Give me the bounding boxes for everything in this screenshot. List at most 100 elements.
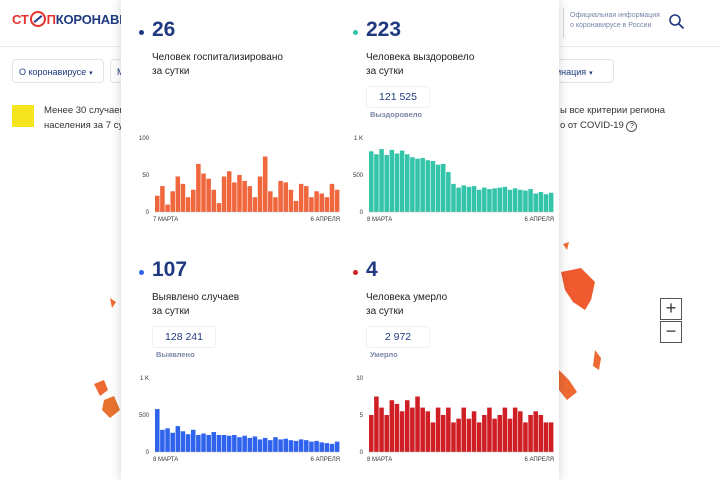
cases-bar [170,432,175,452]
hosp-bar [288,189,294,212]
hosp-bar [206,178,211,212]
cases-bar [278,439,283,452]
recov-bar [435,164,441,212]
deaths-bar [518,411,523,452]
cases-bar [288,440,294,452]
zoom-in-button[interactable]: + [660,298,682,320]
nav-about-dropdown[interactable]: О коронавирусе ▾ [12,59,104,83]
deaths-desc: Человека умерло за сутки [366,291,546,319]
hosp-bar [185,197,191,212]
hosp-bar [180,183,186,212]
recov-bar [451,183,456,212]
y-tick-label: 1 K [354,136,363,142]
y-tick-label: 100 [139,136,150,142]
logo-text-p: П [46,12,56,27]
cases-bar [180,431,186,452]
deaths-value: 4 [366,258,378,281]
legend-line-1: Менее 30 случаев [44,105,124,116]
hospitalized-chart[interactable]: 100 50 07 МАРТА 6 АПРЕЛЯ [135,130,345,225]
deaths-bar [456,418,461,452]
y-tick-label: 5 [360,413,364,419]
y-tick-label: 50 [142,173,149,179]
hosp-bar [262,156,268,212]
header-divider [563,8,564,38]
deaths-bar [384,415,389,452]
deaths-bar [389,400,395,452]
hospitalized-desc-line1: Человек госпитализировано [152,52,283,63]
x-tick-label-end: 6 АПРЕЛЯ [310,217,340,223]
nav-m-label: М [117,67,125,77]
hosp-bar [242,180,247,212]
site-logo[interactable]: СТ ПКОРОНАВИ [12,11,129,27]
cases-bar [252,436,258,452]
recov-bar [518,189,523,212]
cases-chart[interactable]: 1 K 500 08 МАРТА 6 АПРЕЛЯ [135,370,345,465]
cases-bar [298,439,304,452]
deaths-bar [440,415,446,452]
deaths-bar [404,400,410,452]
recov-bar [404,154,410,212]
recov-bar [440,163,446,212]
cases-bar [257,439,263,452]
cases-bar [216,434,222,452]
legend-right-line-1: ы все критерии региона [560,105,666,116]
legend-yellow-swatch [12,105,34,127]
deaths-bar [487,407,492,452]
recov-bar [512,188,518,212]
recovered-chart[interactable]: 1 K 500 08 МАРТА 6 АПРЕЛЯ [349,130,559,225]
deaths-desc-line1: Человека умерло [366,292,448,303]
hospitalized-value: 26 [152,18,176,41]
recov-bar [523,190,528,212]
hosp-bar [216,203,222,212]
cases-bar [196,434,201,452]
deaths-bar [523,422,528,452]
deaths-bar [451,422,456,452]
hosp-bar [190,189,196,212]
hosp-bar [283,182,289,212]
hosp-bar [237,175,242,212]
y-tick-label: 1 K [140,376,149,382]
recov-bar [471,186,477,212]
deaths-bar [548,422,554,452]
hosp-bar [170,191,175,212]
chevron-down-icon: ▾ [589,70,593,77]
recov-bar [389,149,395,212]
deaths-chart[interactable]: 10 5 08 МАРТА 6 АПРЕЛЯ [349,370,559,465]
hosp-bar [165,204,170,212]
y-tick-label: 500 [139,413,150,419]
deaths-bar [410,407,415,452]
cases-bar [304,440,309,452]
recov-bar [461,185,467,212]
logo-stop-icon [29,11,46,27]
hosp-bar [160,186,165,212]
map-region-east[interactable] [555,240,615,410]
cases-bar [232,434,237,452]
hosp-bar [232,182,237,212]
recov-bar [548,192,554,212]
cases-bar [201,433,206,452]
recovered-panel: 223 Человека выздоровело за сутки 121 52… [349,0,559,225]
search-icon[interactable] [668,13,686,31]
recov-bar [482,187,487,212]
deaths-total: 2 972 [366,326,430,348]
info-icon[interactable]: ? [626,121,638,132]
hosp-bar [201,173,206,212]
zoom-out-button[interactable]: − [660,321,682,343]
cases-desc-line1: Выявлено случаев [152,292,240,303]
deaths-bar [502,407,508,452]
nav-about-label: О коронавирусе [19,67,87,77]
y-tick-label: 10 [356,376,363,382]
deaths-bar [425,411,431,452]
hospitalized-desc-line2: за сутки [152,66,190,77]
deaths-bar [533,411,538,452]
hosp-bar [304,186,309,212]
logo-text-st: СТ [12,12,29,27]
map-region-west[interactable] [90,290,125,430]
y-tick-label: 0 [360,210,364,216]
recov-bar [487,189,492,212]
logo-text-koronavi: КОРОНАВИ [55,12,129,27]
x-tick-label-start: 8 МАРТА [367,217,392,223]
deaths-bar [466,418,472,452]
hosp-bar [314,191,319,212]
cases-bar [309,441,314,452]
